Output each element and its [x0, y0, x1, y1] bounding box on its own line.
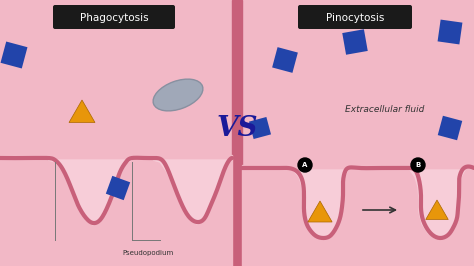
Bar: [0, 41, 27, 68]
Text: Extracellular fluid: Extracellular fluid: [346, 106, 425, 114]
Polygon shape: [410, 170, 465, 238]
FancyBboxPatch shape: [298, 5, 412, 29]
Polygon shape: [153, 160, 232, 224]
Bar: [249, 117, 271, 139]
Text: VS: VS: [216, 114, 258, 142]
Bar: [106, 176, 130, 200]
FancyBboxPatch shape: [53, 5, 175, 29]
Bar: [242, 165, 474, 266]
Bar: [438, 20, 463, 44]
Bar: [272, 47, 298, 73]
Bar: [342, 29, 368, 55]
Text: Phagocytosis: Phagocytosis: [80, 13, 148, 23]
Ellipse shape: [153, 79, 203, 111]
Text: B: B: [415, 162, 420, 168]
Bar: [438, 116, 462, 140]
Circle shape: [411, 158, 425, 172]
Polygon shape: [293, 170, 348, 238]
Bar: [0, 155, 232, 266]
Bar: [232, 0, 242, 266]
Polygon shape: [48, 160, 132, 225]
Circle shape: [298, 158, 312, 172]
Text: Pinocytosis: Pinocytosis: [326, 13, 384, 23]
Text: A: A: [302, 162, 308, 168]
Text: Pseudopodium: Pseudopodium: [122, 250, 173, 256]
